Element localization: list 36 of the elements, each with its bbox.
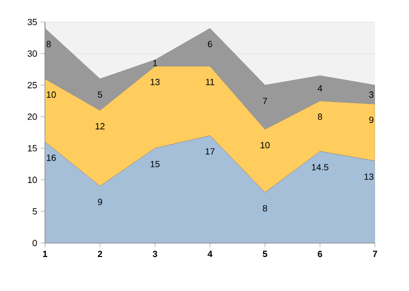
data-label: 8 [262, 205, 268, 212]
data-label: 7 [262, 98, 268, 104]
data-label: 9 [98, 198, 102, 206]
data-label: 5 [98, 91, 102, 98]
x-tick-label: 2 [98, 250, 102, 258]
y-tick-label: 0 [32, 240, 37, 246]
data-label: 1 [153, 60, 158, 66]
data-label: 3 [369, 91, 374, 98]
data-label: 8 [46, 40, 51, 48]
data-label: 14.5 [312, 164, 328, 170]
data-label: 15 [150, 160, 160, 168]
x-tick-label: 5 [262, 250, 268, 258]
y-tick-label: 15 [28, 145, 37, 152]
data-label: 17 [206, 148, 215, 155]
y-tick-label: 10 [28, 176, 37, 184]
data-label: 10 [46, 91, 56, 98]
data-label: 12 [96, 123, 105, 130]
data-label: 11 [206, 78, 214, 86]
x-tick-label: 3 [152, 250, 158, 258]
y-tick-label: 25 [28, 82, 37, 88]
x-tick-label: 6 [318, 250, 322, 258]
data-label: 8 [318, 114, 322, 120]
data-label: 10 [260, 142, 270, 148]
y-tick-label: 35 [28, 18, 37, 26]
data-label: 4 [318, 85, 322, 92]
x-tick-label: 7 [372, 250, 378, 257]
x-tick-label: 4 [208, 250, 212, 257]
data-label: 13 [150, 78, 160, 86]
data-label: 6 [208, 40, 212, 48]
y-tick-label: 20 [28, 114, 37, 120]
data-label: 13 [364, 174, 374, 180]
data-label: 9 [369, 116, 374, 124]
y-tick-label: 30 [28, 50, 37, 57]
data-label: 16 [46, 154, 56, 161]
y-tick-label: 5 [32, 208, 37, 215]
x-tick-label: 1 [43, 250, 48, 257]
